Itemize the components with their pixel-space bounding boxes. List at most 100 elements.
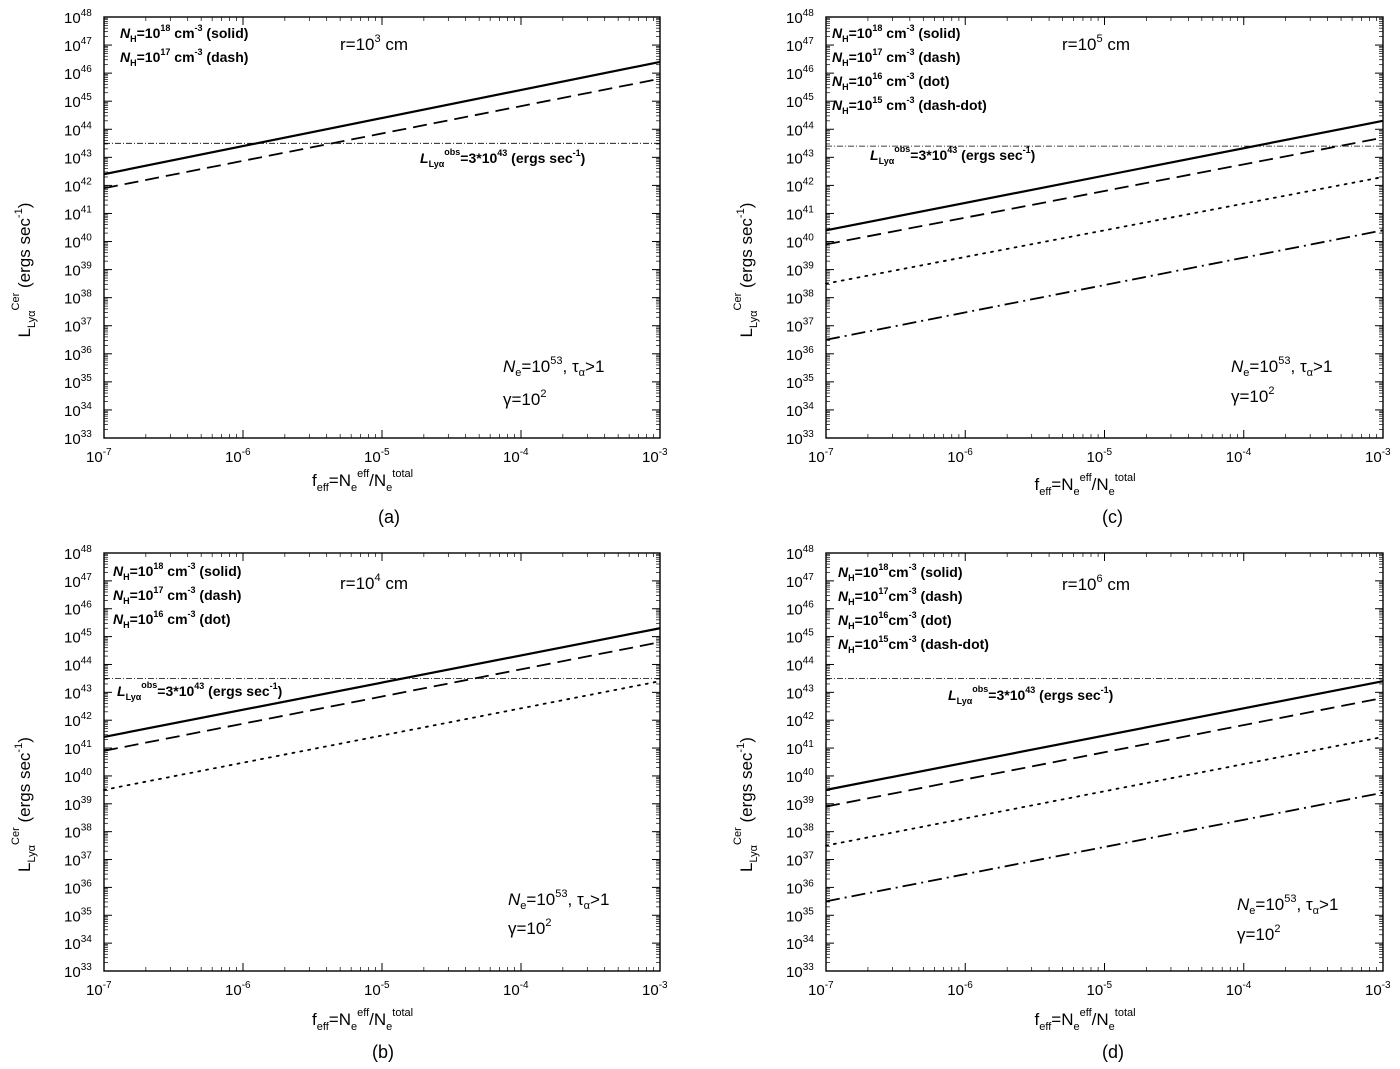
y-tick-base: 10	[64, 38, 81, 55]
tau-sub: α	[1313, 905, 1320, 917]
y-tick-base: 10	[64, 291, 81, 308]
legend-base: =10	[849, 25, 873, 41]
legend-unit-exp: -3	[907, 23, 915, 33]
legend-symbol: N	[838, 612, 849, 628]
y-tick-base: 10	[786, 235, 803, 252]
y-tick-exp: 40	[81, 233, 93, 244]
y-tick-exp: 46	[803, 64, 815, 75]
observed-value: =3*10	[460, 150, 497, 166]
y-tick-exp: 35	[81, 906, 93, 917]
legend-exp: 18	[872, 23, 882, 33]
legend-symbol: N	[838, 588, 849, 604]
legend-unit: cm	[888, 588, 908, 604]
y-tick-exp: 34	[803, 934, 815, 945]
y-tick-label: 1039	[786, 261, 814, 280]
y-tick-base: 10	[786, 291, 803, 308]
y-tick-label: 1040	[64, 233, 92, 252]
y-tick-base: 10	[786, 546, 803, 563]
y-tick-exp: 48	[803, 8, 815, 19]
legend-exp: 15	[872, 95, 882, 105]
tau-symbol: , τ	[568, 890, 584, 909]
x-tick-exp: -4	[520, 980, 529, 991]
xlabel-sup3: total	[1115, 1007, 1136, 1019]
y-tick-exp: 42	[81, 711, 93, 722]
xlabel-sub2: e	[351, 482, 357, 494]
x-tick-base: 10	[808, 982, 825, 999]
legend-sub: H	[848, 645, 855, 655]
radius-unit: cm	[1103, 575, 1130, 594]
y-tick-base: 10	[786, 741, 803, 758]
x-tick-base: 10	[364, 982, 381, 999]
x-tick-label: 10-7	[808, 447, 834, 466]
ylabel-sup: Cer	[10, 827, 22, 845]
y-tick-base: 10	[786, 150, 803, 167]
y-tick-base: 10	[786, 797, 803, 814]
x-tick-label: 10-7	[808, 980, 834, 999]
radius-unit: cm	[381, 574, 408, 593]
ylabel-unit: (ergs sec	[15, 218, 34, 293]
ne-sub: e	[1249, 905, 1255, 917]
ylabel-unit-exp: -1	[735, 208, 747, 218]
y-tick-exp: 43	[803, 148, 815, 159]
y-tick-label: 1045	[786, 92, 814, 111]
panel-caption: (b)	[372, 1042, 394, 1062]
y-tick-exp: 40	[803, 767, 815, 778]
legend-unit: cm	[163, 611, 187, 627]
tau-symbol: , τ	[1291, 357, 1307, 376]
panel-b: 1033103410351036103710381039104010411042…	[10, 544, 668, 1062]
legend-base: =10	[130, 611, 154, 627]
y-tick-exp: 44	[81, 655, 93, 666]
ne-exp: 53	[1284, 893, 1296, 905]
y-tick-base: 10	[786, 38, 803, 55]
observed-exp: 43	[194, 681, 204, 691]
legend-entry: NH=1015 cm-3 (dash-dot)	[832, 95, 987, 116]
xlabel-sup2: eff	[1080, 1007, 1093, 1019]
x-tick-label: 10-5	[364, 980, 390, 999]
y-tick-base: 10	[786, 880, 803, 897]
y-tick-exp: 41	[81, 204, 93, 215]
y-tick-base: 10	[786, 769, 803, 786]
y-tick-base: 10	[64, 964, 81, 981]
panel-d: 1033103410351036103710381039104010411042…	[732, 544, 1391, 1062]
legend-unit-exp: -3	[188, 609, 196, 619]
tau-sub: α	[1307, 367, 1314, 379]
xlabel-sup2: eff	[357, 468, 370, 480]
y-tick-label: 1035	[786, 906, 814, 925]
y-tick-exp: 37	[803, 851, 815, 862]
y-tick-base: 10	[786, 602, 803, 619]
y-tick-exp: 41	[803, 739, 815, 750]
observed-sup: obs	[141, 680, 157, 690]
series-dot-line	[103, 680, 661, 791]
y-tick-label: 1040	[786, 767, 814, 786]
y-tick-exp: 41	[81, 739, 93, 750]
tau-condition: >1	[1319, 895, 1338, 914]
y-tick-base: 10	[786, 263, 803, 280]
series-solid-line	[825, 680, 1384, 791]
x-tick-label: 10-4	[503, 447, 529, 466]
y-tick-exp: 34	[81, 934, 93, 945]
legend-base: =10	[855, 588, 879, 604]
electron-number-label: Ne=1053, τα>1	[503, 355, 604, 379]
legend-style: (solid)	[917, 564, 963, 580]
y-tick-base: 10	[64, 122, 81, 139]
radius-label: r=105 cm	[1062, 33, 1130, 54]
y-tick-exp: 34	[81, 401, 93, 412]
y-tick-base: 10	[64, 630, 81, 647]
y-tick-label: 1038	[786, 823, 814, 842]
observed-unit: (ergs sec	[1035, 687, 1101, 703]
ylabel-unit-close: )	[737, 737, 756, 743]
legend-unit: cm	[163, 563, 187, 579]
y-tick-exp: 46	[81, 64, 93, 75]
y-tick-exp: 33	[81, 962, 93, 973]
ne-value: =10	[526, 890, 555, 909]
tau-condition: >1	[1313, 357, 1332, 376]
y-tick-label: 1033	[64, 429, 92, 448]
legend-base: =10	[855, 612, 879, 628]
xlabel-main: f	[312, 1010, 317, 1029]
y-tick-exp: 48	[81, 8, 93, 19]
y-tick-base: 10	[786, 964, 803, 981]
observed-exp: 43	[497, 148, 507, 158]
y-tick-base: 10	[64, 797, 81, 814]
legend-symbol: N	[113, 611, 124, 627]
x-tick-base: 10	[503, 449, 520, 466]
